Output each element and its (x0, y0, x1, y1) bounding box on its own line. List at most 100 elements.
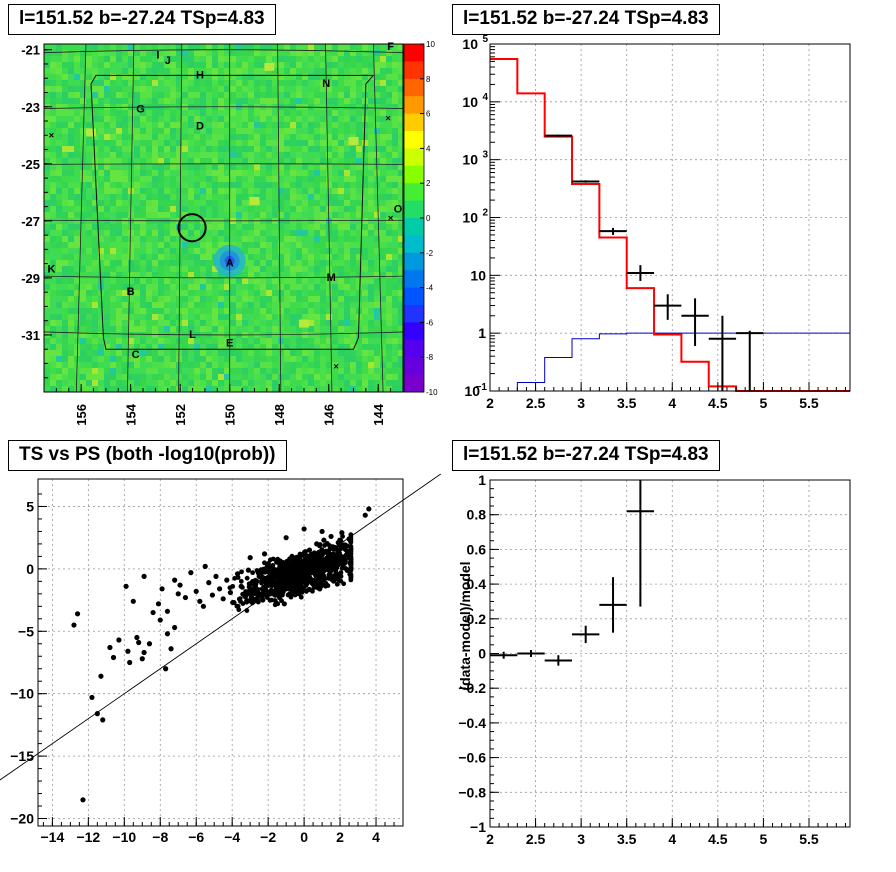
skymap-pixel (308, 50, 314, 56)
skymap-pixel (224, 188, 230, 194)
skymap-pixel (236, 374, 242, 380)
skymap-pixel (140, 212, 146, 218)
skymap-pixel (374, 356, 380, 362)
skymap-pixel (356, 62, 362, 68)
skymap-pixel (236, 278, 242, 284)
colorbar-tick-label: 10 (426, 40, 435, 49)
skymap-pixel (212, 350, 218, 356)
skymap-pixel (140, 254, 146, 260)
skymap-pixel (176, 176, 182, 182)
skymap-pixel (104, 56, 110, 62)
skymap-pixel (248, 188, 254, 194)
skymap-pixel (308, 92, 314, 98)
skymap-pixel (50, 332, 56, 338)
x-tick-label: 5 (760, 831, 768, 847)
skymap-pixel (212, 152, 218, 158)
skymap-pixel (272, 194, 278, 200)
skymap-pixel (188, 170, 194, 176)
skymap-pixel (266, 350, 272, 356)
skymap-pixel (206, 350, 212, 356)
skymap-pixel (236, 230, 242, 236)
skymap-pixel (272, 242, 278, 248)
skymap-pixel (242, 302, 248, 308)
skymap-pixel (164, 326, 170, 332)
skymap-pixel (98, 116, 104, 122)
y-tick-label: 10 (470, 267, 486, 283)
skymap-pixel (230, 206, 236, 212)
skymap-pixel (254, 266, 260, 272)
skymap-pixel (116, 182, 122, 188)
skymap-pixel (254, 68, 260, 74)
skymap-pixel (92, 110, 98, 116)
skymap-pixel (50, 314, 56, 320)
skymap-pixel (200, 248, 206, 254)
skymap-pixel (332, 380, 338, 386)
skymap-pixel (86, 176, 92, 182)
scatter-point (260, 597, 266, 603)
x-tick-label: 3 (577, 395, 585, 411)
skymap-pixel (56, 386, 62, 392)
skymap-pixel (350, 110, 356, 116)
skymap-pixel (194, 206, 200, 212)
skymap-pixel (164, 350, 170, 356)
skymap-pixel (164, 284, 170, 290)
skymap-pixel (194, 290, 200, 296)
skymap-pixel (344, 326, 350, 332)
skymap-pixel (284, 44, 290, 50)
skymap-pixel (374, 98, 380, 104)
skymap-pixel (104, 98, 110, 104)
source-cross (49, 132, 54, 138)
skymap-pixel (182, 326, 188, 332)
skymap-pixel (386, 182, 392, 188)
skymap-pixel (368, 302, 374, 308)
skymap-pixel (116, 194, 122, 200)
skymap-pixel (44, 98, 50, 104)
skymap-pixel (344, 116, 350, 122)
skymap-pixel (164, 110, 170, 116)
skymap-pixel (146, 116, 152, 122)
skymap-pixel (134, 374, 140, 380)
y-tick-label: 1 (478, 325, 486, 341)
skymap-pixel (266, 290, 272, 296)
skymap-pixel (152, 278, 158, 284)
skymap-pixel (308, 80, 314, 86)
skymap-pixel (62, 260, 68, 266)
skymap-pixel (170, 116, 176, 122)
skymap-pixel (164, 158, 170, 164)
skymap-pixel (386, 98, 392, 104)
skymap-pixel (86, 212, 92, 218)
skymap-pixel (362, 380, 368, 386)
skymap-pixel (152, 356, 158, 362)
skymap-pixel (374, 344, 380, 350)
scatter-point (340, 555, 346, 561)
skymap-pixel (344, 314, 350, 320)
skymap-pixel (200, 320, 206, 326)
skymap-pixel (296, 302, 302, 308)
skymap-pixel (98, 296, 104, 302)
skymap-pixel (308, 344, 314, 350)
skymap-pixel (44, 128, 50, 134)
skymap-pixel (356, 122, 362, 128)
skymap-pixel (68, 158, 74, 164)
skymap-pixel (338, 170, 344, 176)
scatter-point (200, 603, 207, 609)
skymap-pixel (56, 62, 62, 68)
skymap-pixel (308, 362, 314, 368)
skymap-pixel (398, 314, 403, 320)
skymap-pixel (350, 272, 356, 278)
skymap-pixel (146, 332, 152, 338)
skymap-pixel (134, 260, 140, 266)
skymap-pixel (116, 44, 122, 50)
skymap-pixel (338, 350, 344, 356)
skymap-pixel (260, 44, 266, 50)
skymap-pixel (230, 140, 236, 146)
skymap-pixel (392, 152, 398, 158)
skymap-pixel (86, 224, 92, 230)
skymap-pixel (368, 128, 374, 134)
skymap-pixel (230, 308, 236, 314)
skymap-pixel (260, 278, 266, 284)
skymap-pixel (200, 50, 206, 56)
skymap-pixel (218, 224, 224, 230)
skymap-pixel (200, 314, 206, 320)
skymap-pixel (122, 314, 128, 320)
